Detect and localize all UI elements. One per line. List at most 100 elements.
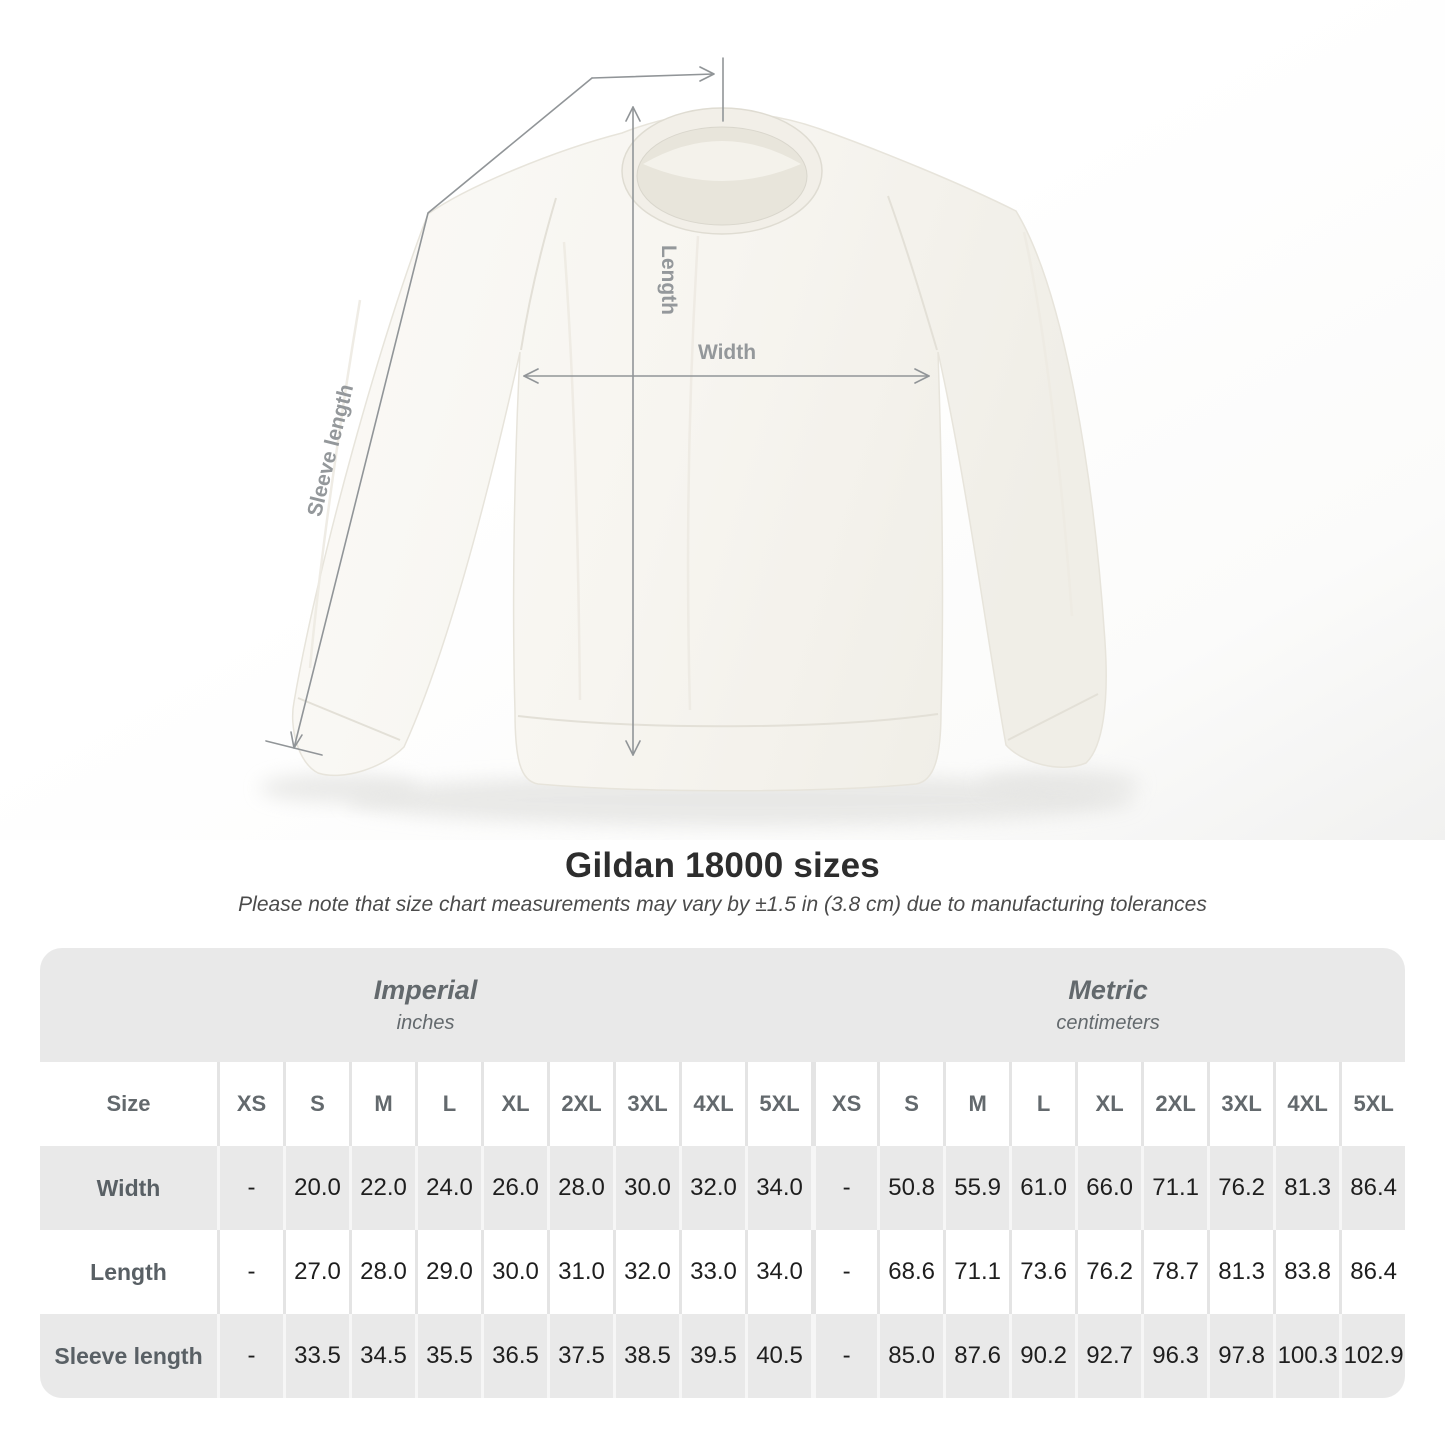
sleeve-top-arrow [591,66,715,82]
size-value: 39.5 [679,1314,745,1398]
size-value: 33.5 [283,1314,349,1398]
size-header: XS [217,1062,283,1146]
imperial-group-unit: inches [396,1012,455,1034]
size-header-row: Size XS S M L XL 2XL 3XL 4XL 5XL XS S M … [40,1062,1405,1146]
width-dimension-line [523,368,930,384]
size-value: 71.1 [1141,1146,1208,1230]
imperial-group-title: Imperial [373,975,478,1005]
size-header: 2XL [1141,1062,1208,1146]
size-value: 32.0 [613,1230,679,1314]
width-row: Width - 20.0 22.0 24.0 26.0 28.0 30.0 32… [40,1146,1405,1230]
size-header: XS [811,1062,878,1146]
unit-group-row: Imperial inches Metric centimeters [40,948,1405,1062]
length-row: Length - 27.0 28.0 29.0 30.0 31.0 32.0 3… [40,1230,1405,1314]
size-value: 36.5 [481,1314,547,1398]
length-bottom-arrow [625,740,641,756]
size-value: 102.9 [1339,1314,1405,1398]
sleeve-length-row: Sleeve length - 33.5 34.5 35.5 36.5 37.5… [40,1314,1405,1398]
size-value: 55.9 [943,1146,1010,1230]
size-header: S [283,1062,349,1146]
size-value: - [811,1230,878,1314]
size-value: 34.0 [745,1230,812,1314]
unit-group-header-metric: Metric centimeters [811,948,1405,1062]
size-value: 71.1 [943,1230,1010,1314]
fabric-creases [308,231,1074,711]
row-label: Width [40,1146,217,1230]
sleeve-diagonal-line [293,77,593,749]
size-value: 78.7 [1141,1230,1208,1314]
size-value: 97.8 [1207,1314,1274,1398]
size-header: L [415,1062,481,1146]
size-value: 61.0 [1009,1146,1076,1230]
size-header: XL [481,1062,547,1146]
unit-group-header-imperial: Imperial inches [40,948,812,1062]
size-value: - [811,1146,878,1230]
length-dimension-line [625,106,641,756]
row-label: Length [40,1230,217,1314]
size-value: 87.6 [943,1314,1010,1398]
size-value: 81.3 [1207,1230,1274,1314]
size-header: S [877,1062,944,1146]
sleeve-dimension-line [265,57,724,756]
size-value: 22.0 [349,1146,415,1230]
size-table: Imperial inches Metric centimeters Size … [40,948,1405,1398]
product-measurement-diagram: Width Length Sleeve length [0,0,1445,840]
garment-shadow [260,769,1140,826]
size-value: 29.0 [415,1230,481,1314]
length-label: Length [657,245,680,315]
width-left-arrow [523,368,539,384]
width-label: Width [698,341,756,364]
size-value: 85.0 [877,1314,944,1398]
size-value: 24.0 [415,1146,481,1230]
size-value: 33.0 [679,1230,745,1314]
size-value: 40.5 [745,1314,812,1398]
size-value: 100.3 [1273,1314,1340,1398]
size-header: 5XL [1339,1062,1405,1146]
size-header: L [1009,1062,1076,1146]
size-value: 76.2 [1207,1146,1274,1230]
size-value: 68.6 [877,1230,944,1314]
size-value: 34.5 [349,1314,415,1398]
length-top-arrow [625,106,641,122]
size-header: 4XL [679,1062,745,1146]
size-header: 5XL [745,1062,812,1146]
size-value: 81.3 [1273,1146,1340,1230]
size-value: 86.4 [1339,1146,1405,1230]
size-value: 76.2 [1075,1230,1142,1314]
size-value: 20.0 [283,1146,349,1230]
sleeve-end-arrow [290,731,303,749]
sweatshirt-diagram-svg: Width Length Sleeve length [0,0,1445,840]
size-value: 28.0 [349,1230,415,1314]
size-header: M [943,1062,1010,1146]
size-header: 4XL [1273,1062,1340,1146]
size-value: - [811,1314,878,1398]
sleeve-end-tick [265,740,323,756]
size-value: 37.5 [547,1314,613,1398]
size-value: 31.0 [547,1230,613,1314]
size-value: 73.6 [1009,1230,1076,1314]
sweatshirt-body [291,111,1107,792]
size-header: 2XL [547,1062,613,1146]
size-column-label: Size [40,1062,217,1146]
size-value: 92.7 [1075,1314,1142,1398]
size-value: 26.0 [481,1146,547,1230]
size-value: 86.4 [1339,1230,1405,1314]
size-value: - [217,1146,283,1230]
measurement-annotations [265,57,930,756]
size-value: 30.0 [613,1146,679,1230]
size-value: 50.8 [877,1146,944,1230]
sweatshirt-illustration [291,107,1107,792]
size-header: XL [1075,1062,1142,1146]
width-right-arrow [914,368,930,384]
page-title: Gildan 18000 sizes [565,846,880,885]
size-value: 66.0 [1075,1146,1142,1230]
size-value: 34.0 [745,1146,812,1230]
size-value: 32.0 [679,1146,745,1230]
size-value: 30.0 [481,1230,547,1314]
row-label: Sleeve length [40,1314,217,1398]
size-header: 3XL [613,1062,679,1146]
size-header: M [349,1062,415,1146]
size-header: 3XL [1207,1062,1274,1146]
metric-group-title: Metric [1068,975,1148,1005]
size-value: - [217,1230,283,1314]
